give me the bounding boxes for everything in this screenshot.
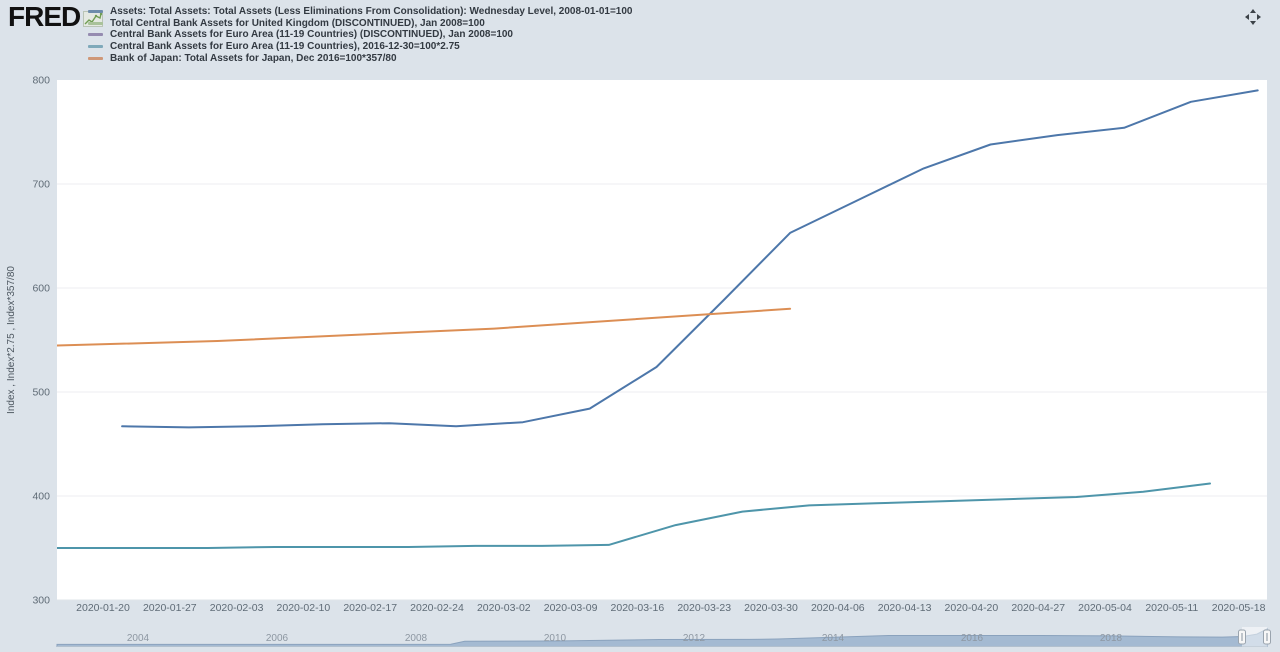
legend-label: Total Central Bank Assets for United Kin…: [110, 17, 485, 29]
legend-swatch: [88, 10, 103, 14]
fullscreen-button[interactable]: [1244, 8, 1262, 26]
x-tick-label: 2020-05-04: [1078, 602, 1132, 614]
legend-item[interactable]: Central Bank Assets for Euro Area (11-19…: [88, 41, 632, 53]
x-tick-label: 2020-01-27: [143, 602, 197, 614]
x-tick-label: 2020-05-11: [1145, 602, 1198, 614]
y-tick-label: 700: [32, 179, 50, 191]
navigator-window[interactable]: [1242, 627, 1267, 647]
x-tick-label: 2020-03-30: [744, 602, 798, 614]
series-line-euro-area: [57, 482, 1211, 549]
legend-swatch: [88, 21, 103, 25]
navigator-year-label: 2010: [544, 633, 567, 644]
navigator-year-label: 2006: [266, 633, 289, 644]
x-tick-label: 2020-03-23: [677, 602, 731, 614]
navigator-year-label: 2008: [405, 633, 428, 644]
navigator-year-label: 2014: [822, 633, 845, 644]
legend-item[interactable]: Central Bank Assets for Euro Area (11-19…: [88, 29, 632, 41]
navigator-year-label: 2016: [961, 633, 984, 644]
x-tick-label: 2020-04-13: [878, 602, 932, 614]
y-tick-label: 400: [32, 491, 50, 503]
fred-logo-text: FRED: [8, 1, 81, 32]
series-line-fed: [121, 89, 1259, 429]
x-tick-label: 2020-01-20: [76, 602, 130, 614]
y-tick-label: 800: [32, 75, 50, 87]
navigator-handle-right[interactable]: [1263, 629, 1271, 645]
navigator-area[interactable]: [56, 628, 1268, 647]
navigator-year-label: 2012: [683, 633, 706, 644]
legend-label: Central Bank Assets for Euro Area (11-19…: [110, 41, 460, 53]
expand-icon: [1245, 9, 1261, 25]
x-tick-label: 2020-02-03: [210, 602, 264, 614]
legend-label: Assets: Total Assets: Total Assets (Less…: [110, 6, 633, 18]
y-tick-label: 500: [32, 387, 50, 399]
navigator-year-label: 2004: [127, 633, 150, 644]
legend-swatch: [88, 45, 103, 49]
navigator-handle-left[interactable]: [1238, 629, 1246, 645]
series-line-boj: [57, 307, 792, 347]
x-tick-label: 2020-03-16: [611, 602, 665, 614]
legend-swatch: [88, 56, 103, 60]
y-axis-title: Index , Index*2.75 , Index*357/80: [6, 266, 17, 414]
x-tick-label: 2020-04-27: [1011, 602, 1065, 614]
x-tick-label: 2020-03-09: [544, 602, 598, 614]
legend-label: Central Bank Assets for Euro Area (11-19…: [110, 29, 513, 41]
x-tick-label: 2020-03-02: [477, 602, 531, 614]
chart-legend: Assets: Total Assets: Total Assets (Less…: [88, 6, 632, 64]
chart-header: FRED Assets: Total Assets: Total Assets …: [0, 0, 1280, 72]
x-tick-label: 2020-02-17: [343, 602, 397, 614]
legend-label: Bank of Japan: Total Assets for Japan, D…: [110, 52, 397, 64]
x-tick-label: 2020-04-20: [945, 602, 999, 614]
x-tick-label: 2020-04-06: [811, 602, 865, 614]
x-tick-label: 2020-02-24: [410, 602, 464, 614]
y-tick-label: 300: [32, 595, 50, 607]
legend-item[interactable]: Assets: Total Assets: Total Assets (Less…: [88, 6, 632, 18]
legend-item[interactable]: Total Central Bank Assets for United Kin…: [88, 18, 632, 30]
x-tick-label: 2020-02-10: [277, 602, 331, 614]
legend-swatch: [88, 33, 103, 37]
legend-item[interactable]: Bank of Japan: Total Assets for Japan, D…: [88, 52, 632, 64]
x-tick-label: 2020-05-18: [1212, 602, 1266, 614]
navigator-year-label: 2018: [1100, 633, 1123, 644]
y-tick-label: 600: [32, 283, 50, 295]
